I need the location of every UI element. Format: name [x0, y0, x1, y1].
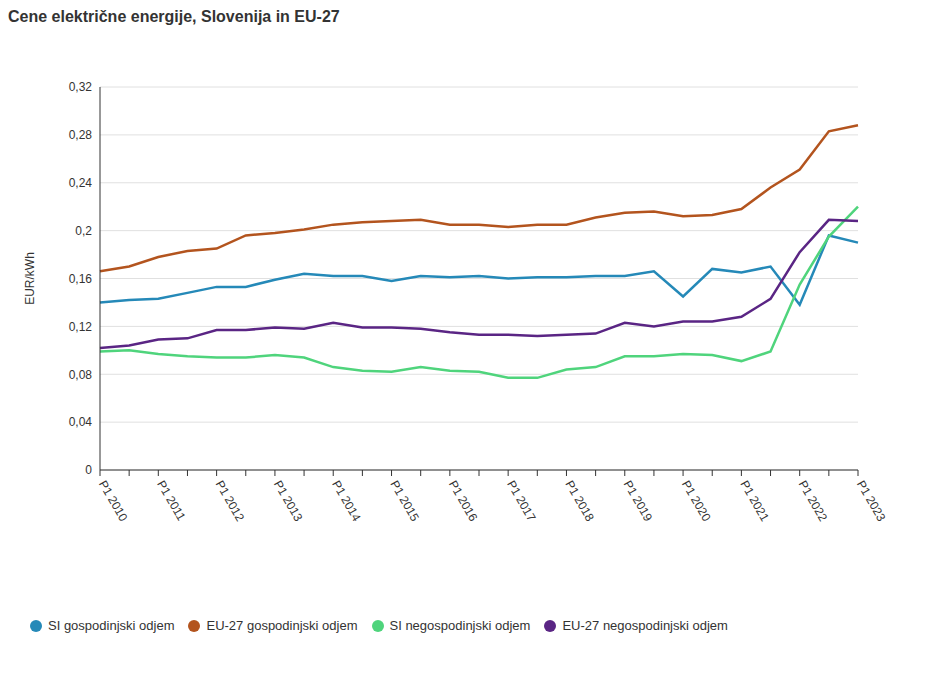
svg-text:P1 2015: P1 2015	[387, 478, 422, 524]
svg-text:0,12: 0,12	[69, 320, 93, 334]
svg-text:P1 2012: P1 2012	[213, 478, 248, 524]
svg-text:P1 2017: P1 2017	[504, 478, 539, 524]
svg-text:P1 2010: P1 2010	[96, 478, 131, 524]
svg-text:P1 2023: P1 2023	[854, 478, 889, 524]
svg-text:P1 2022: P1 2022	[796, 478, 831, 524]
html-text:EU-27 negospodinjski odjem: EU-27 negospodinjski odjem	[562, 618, 728, 633]
svg-text:P1 2018: P1 2018	[562, 478, 597, 524]
svg-text:0,32: 0,32	[69, 80, 93, 94]
svg-text:EUR/kWh: EUR/kWh	[23, 252, 37, 305]
html-text:SI negospodinjski odjem: SI negospodinjski odjem	[389, 618, 531, 633]
svg-text:0,24: 0,24	[69, 176, 93, 190]
svg-text:0,04: 0,04	[69, 415, 93, 429]
svg-text:0,08: 0,08	[69, 368, 93, 382]
svg-text:P1 2020: P1 2020	[679, 478, 714, 524]
svg-text:P1 2019: P1 2019	[621, 478, 656, 524]
svg-text:P1 2016: P1 2016	[446, 478, 481, 524]
svg-text:P1 2014: P1 2014	[329, 478, 364, 524]
svg-text:P1 2021: P1 2021	[737, 478, 772, 524]
svg-text:P1 2011: P1 2011	[154, 478, 188, 523]
svg-text:0,28: 0,28	[69, 128, 93, 142]
html-text:EU-27 gospodinjski odjem: EU-27 gospodinjski odjem	[206, 618, 358, 633]
svg-text:P1 2013: P1 2013	[271, 478, 306, 524]
svg-text:0,2: 0,2	[75, 224, 92, 238]
html-text:SI gospodinjski odjem: SI gospodinjski odjem	[48, 618, 175, 633]
html-text:Cene električne energije, Slov: Cene električne energije, Slovenija in E…	[8, 8, 340, 25]
svg-text:0: 0	[85, 463, 92, 477]
svg-text:0,16: 0,16	[69, 272, 93, 286]
